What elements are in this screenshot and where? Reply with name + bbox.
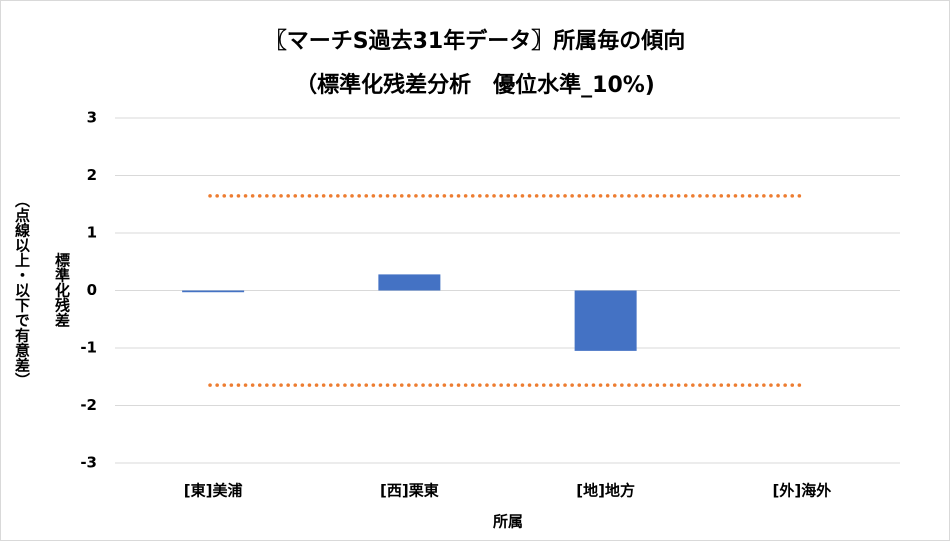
x-tick-label: [外]海外: [773, 482, 832, 500]
chart-subtitle: （標準化残差分析 優位水準_10%): [295, 72, 655, 98]
y-tick-label: 1: [87, 224, 97, 242]
y-tick-label: -2: [80, 396, 97, 414]
y-tick-label: 3: [87, 109, 97, 127]
bar: [378, 274, 441, 291]
y-axis-title: 標準化残差: [53, 252, 71, 328]
y-tick-label: -3: [80, 454, 97, 472]
x-tick-label: [地]地方: [576, 482, 635, 500]
y-tick-label: -1: [80, 339, 97, 357]
x-tick-label: [西]栗東: [380, 482, 439, 500]
chart-title: 〖マーチS過去31年データ〗所属毎の傾向: [265, 28, 685, 54]
bar: [574, 290, 637, 351]
x-tick-label: [東]美浦: [184, 482, 243, 500]
y-axis-subtitle: （点線以上・以下で有意差）: [13, 193, 31, 388]
y-tick-label: 0: [87, 281, 97, 299]
bar: [182, 290, 245, 293]
y-tick-label: 2: [87, 166, 97, 184]
x-axis-title: 所属: [493, 513, 523, 531]
